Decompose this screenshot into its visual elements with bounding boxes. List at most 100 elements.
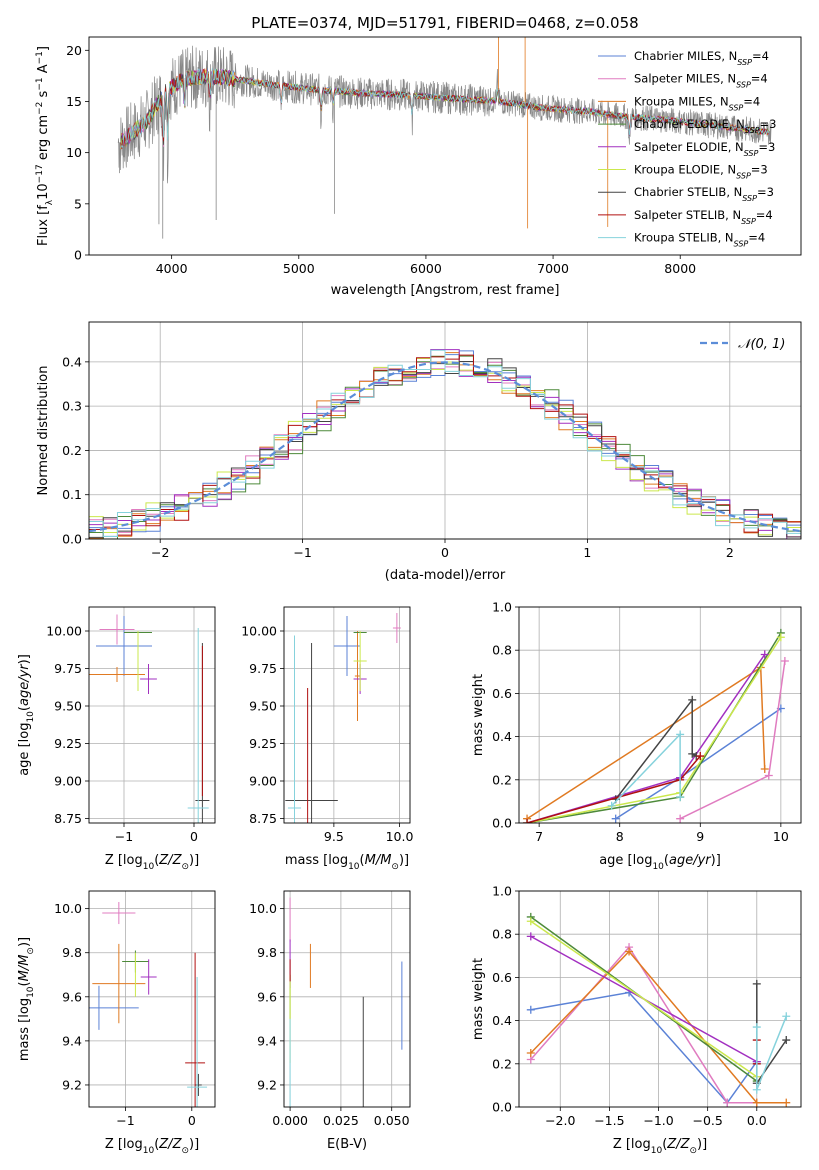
mass-weight-marker-sm	[676, 814, 685, 823]
label-part: )]	[17, 937, 32, 947]
y-tick-label: 9.4	[62, 1033, 82, 1048]
legend-suffix: =4	[748, 231, 765, 245]
label-part: erg cm	[36, 115, 51, 164]
mass-vs-Z-panel: −1 09.29.49.69.810.0Z [log10(Z/Z⊙)]mass […	[17, 890, 216, 1156]
model-line-ke	[120, 69, 770, 149]
mass-vs-Z-errorbars	[89, 902, 208, 1107]
massweight-vs-Z-x-label: Z [log10(Z/Z⊙)]	[613, 1137, 707, 1156]
legend-label: Chabrier MILES, N	[634, 49, 737, 63]
legend-entry-sm: Salpeter MILES, NSSP=4	[634, 72, 768, 90]
residual-histograms	[89, 349, 801, 539]
mass-weight-marker-cm	[526, 1005, 535, 1014]
label-part: (	[664, 853, 669, 868]
legend-label: Salpeter MILES, N	[634, 72, 736, 86]
y-tick-label: 9.2	[257, 1077, 277, 1092]
spectrum-title: PLATE=0374, MJD=51791, FIBERID=0468, z=0…	[251, 14, 638, 32]
x-tick-label: 0.000	[272, 1113, 308, 1128]
y-tick-label: 9.6	[62, 989, 82, 1004]
legend-suffix: =4	[751, 72, 768, 86]
axes-frame	[88, 890, 216, 1108]
label-part: (	[17, 706, 32, 711]
y-tick-label: 0.6	[492, 970, 512, 985]
label-part: Z [log	[105, 853, 143, 868]
legend-entry-ss: Salpeter STELIB, NSSP=4	[634, 208, 773, 226]
y-tick-label: 9.2	[62, 1077, 82, 1092]
residuals-x-label: (data-model)/error	[385, 568, 506, 583]
spectrum-panel: 4000 5000 6000 7000 8000 0 5 10 15 20 PLATE=0374, …	[35, 14, 802, 298]
massweight-vs-age-y-label: mass weight	[471, 674, 486, 756]
label-part: M/M	[17, 955, 32, 982]
x-tick-label: −1	[115, 829, 133, 844]
legend-entry-ce: Chabrier ELODIE, NSSP=3	[634, 117, 776, 135]
mass-weight-marker-cs	[688, 695, 697, 704]
legend-sub: SSP	[734, 239, 749, 248]
x-tick-label: −1.0	[643, 1113, 673, 1128]
label-part: (	[154, 853, 159, 868]
age-vs-Z-errorbars	[89, 614, 210, 823]
mass-vs-Z-y-label: mass [log10(M/M⊙)]	[17, 937, 36, 1061]
label-part: (	[154, 1137, 159, 1152]
y-tick-label: 1.0	[492, 600, 512, 615]
y-tick-label: 9.50	[249, 699, 277, 714]
y-tick-label: 0.1	[62, 487, 82, 502]
mass-weight-line-cs	[615, 697, 697, 800]
mass-weight-marker-ks	[782, 1012, 791, 1021]
x-tick-label: 9.5	[324, 829, 344, 844]
mass-weight-marker-sm	[723, 1098, 732, 1107]
label-part: s	[36, 90, 51, 101]
label-part: ⊙	[689, 1146, 697, 1156]
y-tick-label: 0.8	[492, 643, 512, 658]
mass-weight-marker-ke	[776, 633, 785, 642]
y-tick-label: 9.75	[54, 661, 82, 676]
legend-suffix: =3	[757, 185, 774, 199]
y-tick-label: 0.2	[62, 443, 82, 458]
age-vs-mass-errorbars	[285, 613, 401, 823]
spectrum-y-label: Flux [fλ10−17 erg cm−2 s−1 A−1]	[35, 46, 55, 246]
legend-sub: SSP	[742, 194, 757, 203]
x-tick-label: −0.5	[692, 1113, 722, 1128]
label-part: 10	[652, 862, 664, 872]
model-line-ss	[120, 68, 770, 150]
x-tick-label: 10	[773, 829, 789, 844]
legend-entry-cs: Chabrier STELIB, NSSP=3	[634, 185, 774, 203]
axes-frame	[88, 36, 802, 256]
label-part: age [log	[599, 853, 652, 868]
age-vs-Z-x-label: Z [log10(Z/Z⊙)]	[105, 853, 199, 872]
mass-weight-marker-cm	[611, 814, 620, 823]
y-tick-label: 8.75	[54, 811, 82, 826]
normal-legend-label: 𝒩(0, 1)	[738, 337, 785, 352]
label-part: )]	[711, 853, 721, 868]
massweight-vs-Z-y-label: mass weight	[471, 958, 486, 1040]
y-tick-label: 10.0	[249, 901, 277, 916]
y-tick-label: 9.4	[257, 1033, 277, 1048]
mass-vs-EBV-panel: 0.000 0.025 0.050 9.2 9.4 9.6 9.8 10.0 E(B-V)	[249, 890, 411, 1152]
x-tick-label: −2	[151, 545, 169, 560]
label-part: Z/Z	[666, 1137, 690, 1152]
legend-sub: SSP	[736, 171, 751, 180]
y-tick-label: 10	[66, 145, 82, 160]
legend-sub: SSP	[737, 58, 752, 67]
mass-weight-line-sm	[679, 660, 786, 820]
x-tick-label: 2	[726, 545, 734, 560]
y-tick-label: 0.8	[492, 927, 512, 942]
x-tick-label: 8000	[664, 261, 696, 276]
label-part: )]	[697, 1137, 707, 1152]
label-part: 10	[36, 183, 51, 200]
legend-suffix: =3	[760, 117, 777, 131]
axes-frame	[283, 890, 411, 1108]
mass-vs-Z-x-label: Z [log10(Z/Z⊙)]	[105, 1137, 199, 1156]
mass-weight-line-se	[526, 654, 766, 823]
mass-weight-marker-ke	[526, 917, 535, 926]
y-tick-label: 10.00	[241, 624, 277, 639]
legend-label: Kroupa MILES, N	[634, 94, 729, 108]
legend-label: Kroupa ELODIE, N	[634, 163, 736, 177]
mass-weight-line-km	[530, 950, 787, 1104]
legend-entry-ke: Kroupa ELODIE, NSSP=3	[634, 163, 768, 181]
x-tick-label: −1.5	[594, 1113, 624, 1128]
label-part: ⊙	[181, 1146, 189, 1156]
x-tick-label: 5000	[283, 261, 315, 276]
y-tick-label: 9.75	[249, 661, 277, 676]
label-part: 10	[26, 986, 36, 998]
